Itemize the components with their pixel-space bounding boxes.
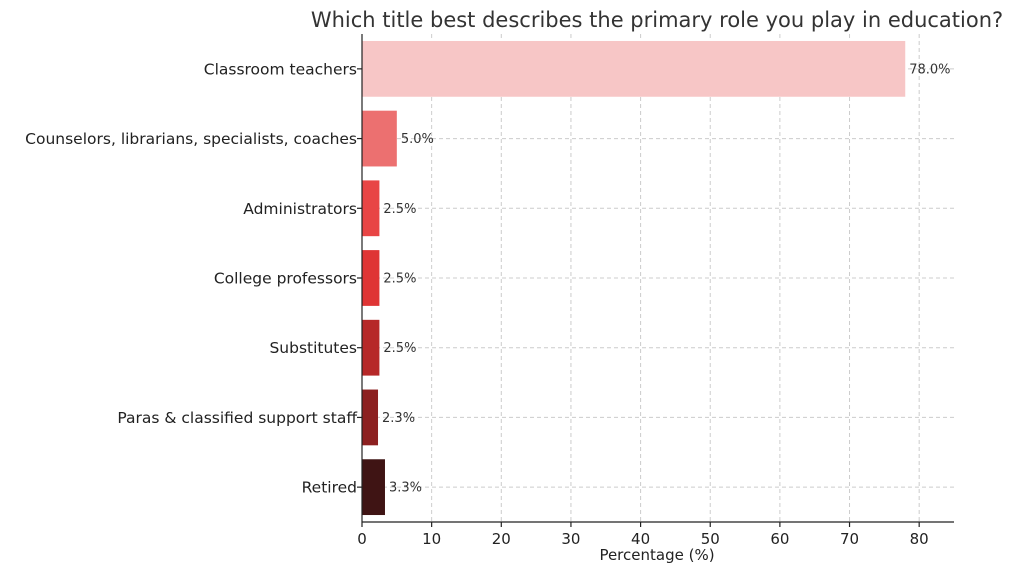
chart-title: Which title best describes the primary r…: [311, 8, 1003, 32]
x-tick-label: 30: [561, 530, 580, 548]
data-label: 2.3%: [382, 411, 415, 426]
bar: [362, 40, 906, 97]
bars: [362, 40, 906, 516]
data-label: 78.0%: [909, 62, 950, 77]
category-label: College professors: [214, 270, 357, 288]
category-label: Substitutes: [269, 339, 357, 357]
data-label: 2.5%: [383, 341, 416, 356]
x-tick-label: 70: [840, 530, 859, 548]
category-label: Retired: [302, 479, 357, 497]
x-tick-label: 0: [357, 530, 367, 548]
category-label: Counselors, librarians, specialists, coa…: [25, 130, 357, 148]
category-label: Classroom teachers: [204, 60, 357, 78]
category-label: Paras & classified support staff: [117, 409, 357, 427]
x-axis-label: Percentage (%): [599, 546, 714, 564]
x-tick-label: 50: [701, 530, 720, 548]
labels: 0 10 20 30 40 50 60 70 80 Classroom teachers 78.0%…: [25, 60, 950, 548]
x-tick-label: 20: [492, 530, 511, 548]
category-label: Administrators: [243, 200, 357, 218]
bar: [362, 459, 385, 516]
x-tick-label: 10: [422, 530, 441, 548]
bar: [362, 389, 379, 446]
data-label: 5.0%: [401, 132, 434, 147]
grid-lines: [362, 34, 954, 522]
bar: [362, 250, 380, 306]
data-label: 2.5%: [383, 272, 416, 287]
bar: [362, 180, 380, 237]
x-tick-label: 40: [631, 530, 650, 548]
data-label: 3.3%: [389, 481, 422, 496]
bar: [362, 110, 397, 167]
x-tick-label: 60: [770, 530, 789, 548]
bar: [362, 319, 380, 376]
x-tick-label: 80: [910, 530, 929, 548]
data-label: 2.5%: [383, 202, 416, 217]
